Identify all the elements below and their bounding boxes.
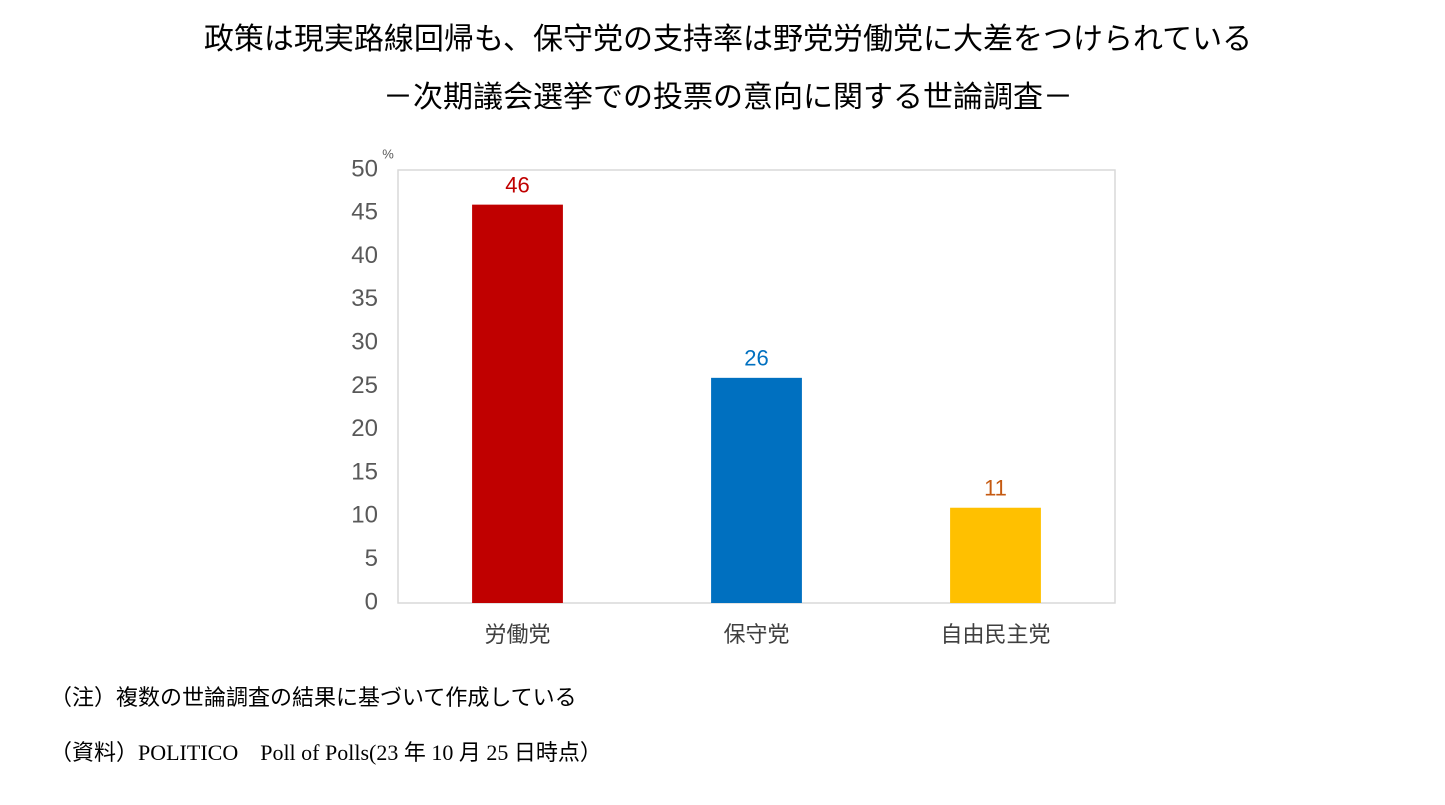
x-tick-label: 自由民主党 — [940, 622, 1050, 647]
value-label: 11 — [984, 476, 1007, 501]
y-tick-label: 35 — [351, 285, 378, 312]
y-tick-label: 45 — [351, 199, 378, 226]
note: （注）複数の世論調査の結果に基づいて作成している — [50, 685, 577, 710]
y-tick-label: 15 — [351, 458, 378, 485]
y-tick-label: 0 — [365, 588, 378, 615]
x-tick-label: 保守党 — [723, 622, 789, 647]
x-tick-label: 労働党 — [484, 622, 550, 647]
y-tick-label: 30 — [351, 329, 378, 356]
bar — [950, 507, 1041, 603]
y-tick-label: 20 — [351, 415, 378, 442]
source: （資料）POLITICO Poll of Polls(23 年 10 月 25 … — [50, 740, 602, 765]
value-label: 26 — [744, 346, 768, 371]
y-tick-label: 50 — [351, 155, 378, 182]
bar — [472, 204, 563, 603]
y-tick-label: 25 — [351, 372, 378, 399]
y-unit: % — [382, 146, 394, 161]
y-tick-label: 10 — [351, 502, 378, 529]
y-tick-label: 40 — [351, 242, 378, 269]
chart-title: 政策は現実路線回帰も、保守党の支持率は野党労働党に大差をつけられている — [204, 23, 1252, 56]
y-tick-label: 5 — [365, 545, 378, 572]
bar — [711, 377, 802, 603]
value-label: 46 — [505, 172, 529, 197]
chart-subtitle: －次期議会選挙での投票の意向に関する世論調査－ — [383, 81, 1073, 114]
